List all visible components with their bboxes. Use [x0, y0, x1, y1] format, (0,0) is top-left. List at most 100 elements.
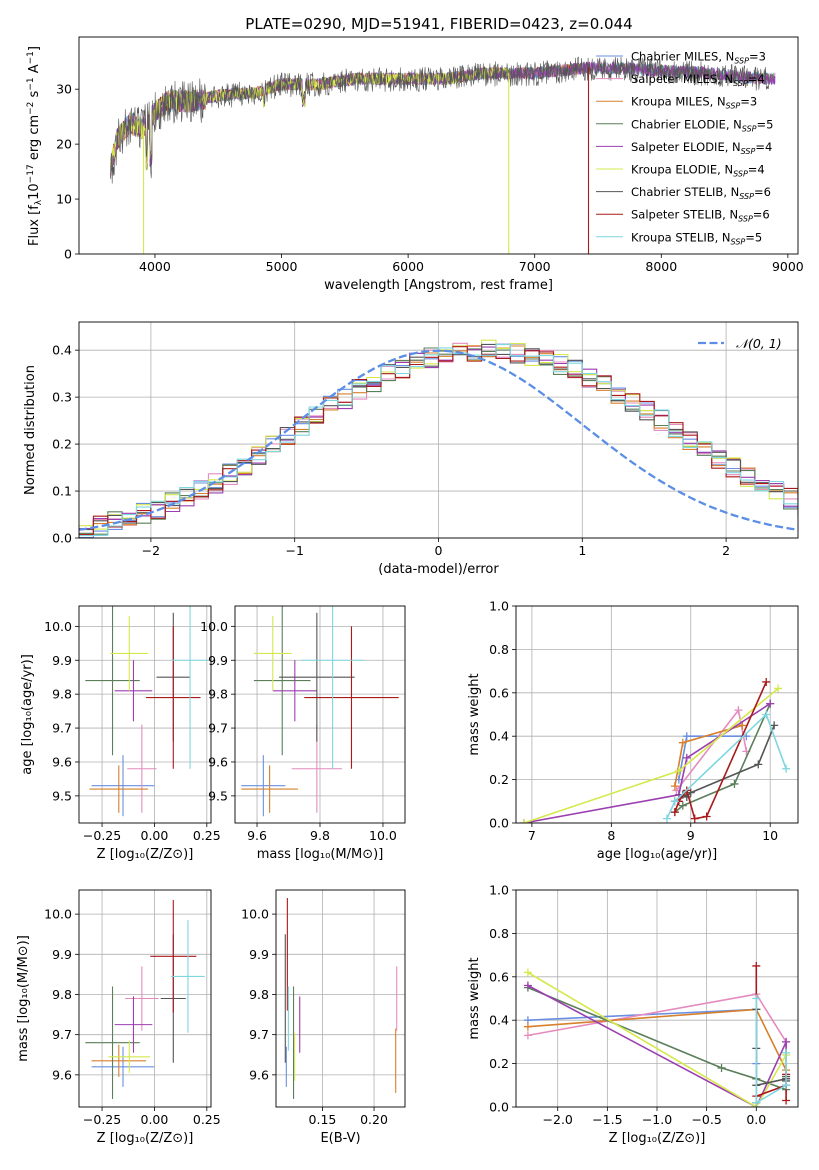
legend-sub: SSP [738, 215, 753, 224]
weight-marker [752, 1098, 761, 1107]
legend-eq: =5 [745, 230, 762, 244]
legend-entry: Salpeter MILES, NSSP=4 [631, 72, 765, 88]
residuals-xtick-label: −2 [142, 543, 160, 558]
spectrum-ytick-label: 30 [56, 82, 72, 97]
weight_vs_Z-xtick-label: −2.0 [543, 1112, 573, 1127]
weight_vs_age-frame [515, 605, 799, 824]
residuals-xtick-label: 2 [722, 543, 730, 558]
weight-marker [734, 706, 743, 715]
legend-sub: SSP [731, 237, 746, 246]
age_vs_mass-ytick-label: 9.5 [208, 788, 228, 803]
age_vs_mass-panel: 9.6 9.8 10.0 9.5 9.6 9.7 9.8 9.9 10.0 mass [log₁₀… [200, 605, 406, 862]
weight-marker [678, 738, 687, 747]
age_vs_mass-ytick-label: 9.6 [208, 754, 228, 769]
age_vs_mass-bars [241, 606, 399, 817]
legend-entry: Salpeter STELIB, NSSP=6 [631, 208, 770, 224]
mass_vs_Z-panel: −0.25 0.00 0.25 9.6 9.7 9.8 9.9 10.0 Z [log₁₀(Z/… [16, 889, 221, 1146]
spectrum-xtick-label: 7000 [519, 259, 551, 274]
chart-title: PLATE=0290, MJD=51941, FIBERID=0423, z=0… [245, 15, 632, 33]
spectrum-ytick-label: 20 [56, 137, 72, 152]
residuals-xtick-label: 1 [578, 543, 586, 558]
weight-marker [782, 1081, 791, 1090]
weight-series [666, 713, 787, 820]
weight-marker [730, 779, 739, 788]
legend-label: Chabrier STELIB, N [631, 185, 739, 199]
residuals-ytick-label: 0.2 [52, 437, 72, 452]
mass_vs_EBV-frame [275, 889, 406, 1108]
legend-eq: =4 [755, 140, 772, 154]
ylabel-part: −1 [26, 77, 36, 90]
legend-entry: Chabrier STELIB, NSSP=6 [631, 185, 771, 201]
weight-marker [782, 1048, 791, 1057]
residuals-xtick-label: 0 [435, 543, 443, 558]
ylabel-part: −17 [26, 164, 36, 183]
mass_vs_Z-ytick-label: 10.0 [44, 907, 72, 922]
hist-series [79, 346, 798, 536]
spectrum-lines [110, 56, 776, 254]
mass_vs_Z-ytick-label: 9.9 [52, 947, 72, 962]
age_vs_mass-ytick-label: 9.7 [208, 721, 228, 736]
weight_vs_age-ytick-label: 0.2 [489, 772, 509, 787]
legend-label: Salpeter ELODIE, N [631, 140, 741, 154]
residuals-ytick-label: 0.0 [52, 531, 72, 546]
mass_vs_EBV-ytick-label: 9.7 [249, 1027, 269, 1042]
ylabel-part: A [27, 64, 42, 77]
ylabel-part: −1 [26, 51, 36, 64]
weight-series [755, 998, 787, 1104]
mass_vs_Z-ytick-label: 9.6 [52, 1067, 72, 1082]
weight_vs_Z-xtick-label: −1.0 [642, 1112, 672, 1127]
legend-label: Kroupa MILES, N [631, 95, 726, 109]
weight-marker [754, 760, 763, 769]
age_vs_mass-ytick-label: 10.0 [200, 619, 228, 634]
legend-entry: Chabrier ELODIE, NSSP=5 [631, 117, 773, 133]
weight_vs_Z-xtick-label: −1.5 [592, 1112, 622, 1127]
weight_vs_age-xtick-label: 9 [687, 828, 695, 843]
ylabel-part: s [27, 90, 42, 101]
weight-marker [762, 710, 771, 719]
weight_vs_age-xtick-label: 7 [528, 828, 536, 843]
mass_vs_Z-xlabel: Z [log₁₀(Z/Z⊙)] [97, 1131, 194, 1146]
weight_vs_age-panel: 7 8 9 10 0.0 0.2 0.4 0.6 0.8 1.0 age [log₁₀(age/yr… [467, 599, 799, 862]
weight_vs_age-ylabel: mass weight [467, 673, 482, 755]
weight_vs_age-xtick-label: 8 [607, 828, 615, 843]
residuals-ytick-label: 0.4 [52, 343, 72, 358]
weight-marker [770, 721, 779, 730]
normal-curve [79, 349, 798, 531]
weight-series [523, 687, 779, 823]
ylabel-part: λ [34, 199, 44, 205]
weight-marker [782, 1037, 791, 1046]
weight-marker [523, 968, 532, 977]
residuals-xtick-label: −1 [285, 543, 303, 558]
weight-marker [523, 1031, 532, 1040]
legend-label: Salpeter STELIB, N [631, 208, 738, 222]
legend-eq: =6 [753, 208, 770, 222]
weight-marker [717, 1063, 726, 1072]
spectrum-xlabel: wavelength [Angstrom, rest frame] [324, 278, 553, 293]
legend-sub: SSP [734, 57, 749, 66]
age_vs_mass-ytick-label: 9.8 [208, 687, 228, 702]
ylabel-part: Flux [f [27, 205, 42, 246]
weight_vs_Z-ylabel: mass weight [467, 957, 482, 1039]
legend-entry: Salpeter ELODIE, NSSP=4 [631, 140, 772, 156]
weight-marker [762, 677, 771, 686]
weight_vs_Z-ytick-label: 1.0 [489, 883, 509, 898]
age_vs_mass-xtick-label: 10.0 [369, 828, 397, 843]
hist-series [79, 344, 798, 537]
spectrum-ytick-label: 10 [56, 192, 72, 207]
weight_vs_Z-ytick-label: 0.8 [489, 926, 509, 941]
legend-sub: SSP [726, 102, 741, 111]
age_vs_Z-ytick-label: 9.8 [52, 687, 72, 702]
age_vs_mass-xtick-label: 9.6 [247, 828, 267, 843]
legend-label: Kroupa STELIB, N [631, 230, 731, 244]
legend-label: Salpeter MILES, N [631, 72, 733, 86]
mass_vs_EBV-ytick-label: 9.8 [249, 987, 269, 1002]
spectrum-xtick-label: 9000 [772, 259, 804, 274]
age_vs_Z-frame [78, 605, 212, 824]
residuals-panel: −2 −1 0 1 2 0.0 0.1 0.2 0.3 0.4 (data-model)/error… [23, 321, 799, 577]
legend-entry: Kroupa ELODIE, NSSP=4 [631, 163, 765, 179]
weight_vs_Z-xtick-label: −0.5 [691, 1112, 721, 1127]
mass_vs_Z-bars [85, 900, 205, 1099]
ylabel-part: −2 [26, 102, 36, 115]
weight-marker [674, 766, 683, 775]
age_vs_mass-ytick-label: 9.9 [208, 653, 228, 668]
